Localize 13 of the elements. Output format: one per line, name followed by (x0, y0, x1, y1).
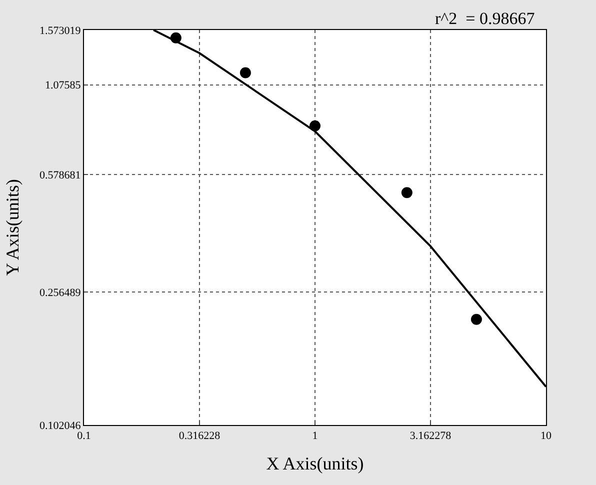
y-tick-label: 1.573019 (40, 24, 82, 37)
x-tick-label: 3.162278 (410, 430, 452, 442)
x-tick-label: 0.316228 (178, 430, 221, 442)
x-tick-label: 1 (312, 430, 318, 442)
x-tick-label: 10 (540, 430, 552, 442)
x-tick-label: 0.1 (77, 430, 91, 442)
x-axis-title: X Axis(units) (266, 453, 364, 474)
y-axis-title: Y Axis(units) (2, 179, 23, 276)
y-tick-label: 0.102046 (40, 420, 82, 432)
y-tick-label: 0.256489 (40, 286, 82, 299)
text: r^2 = 0.98667 (435, 9, 536, 28)
y-tick-label: 1.07585 (45, 80, 82, 92)
y-tick-label: 0.578681 (40, 169, 81, 182)
